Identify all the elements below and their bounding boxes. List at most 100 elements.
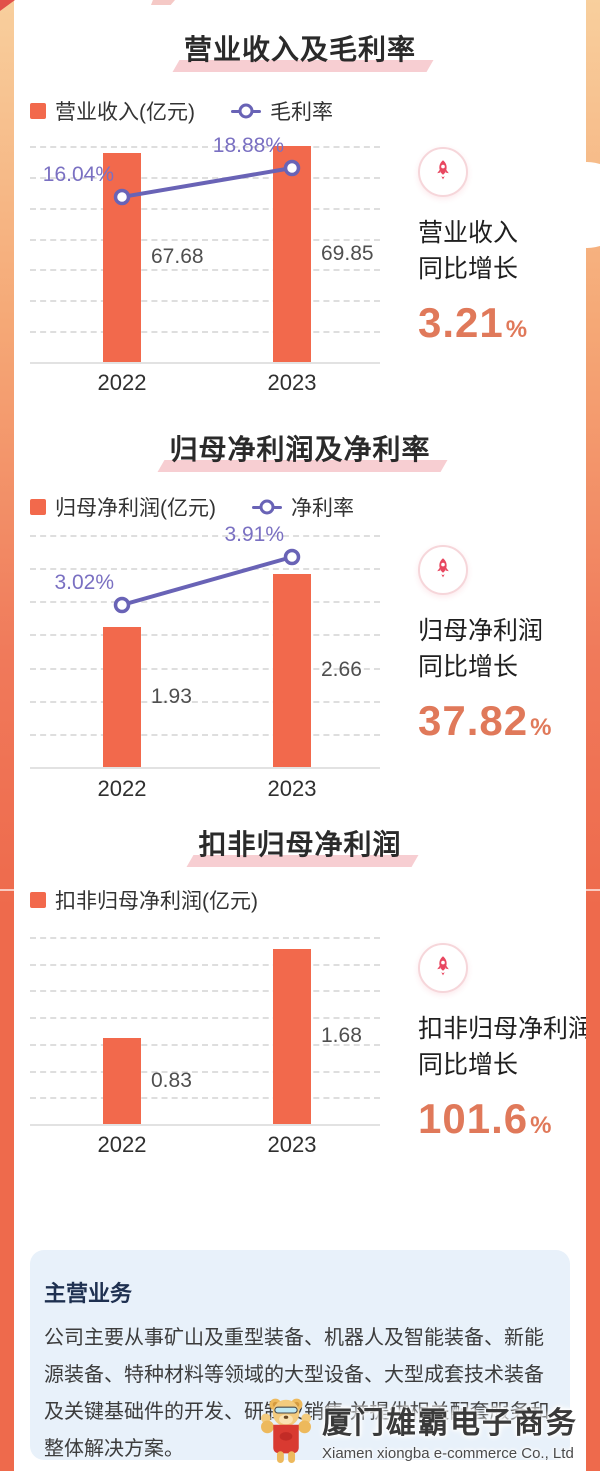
gridline xyxy=(30,1044,380,1046)
bar-2022 xyxy=(103,1038,141,1124)
gridline xyxy=(30,1097,380,1099)
bar-value-label: 69.85 xyxy=(321,242,374,265)
line-legend-dot xyxy=(259,499,275,515)
x-axis-label-2022: 2022 xyxy=(97,776,147,801)
chart-legend: 营业收入(亿元) 毛利率 xyxy=(30,96,333,126)
stat-number: 37.82% xyxy=(418,697,552,744)
percentage-line xyxy=(113,159,301,206)
gridline xyxy=(30,668,380,670)
chart-legend: 归母净利润(亿元) 净利率 xyxy=(30,492,354,522)
x-axis-labels: 2022 2023 xyxy=(30,370,380,396)
percentage-line xyxy=(113,548,301,614)
bar-value-label: 2.66 xyxy=(321,658,362,681)
stat-number: 3.21% xyxy=(418,299,528,346)
stat-label-line1: 扣非归母净利润 xyxy=(418,1015,594,1043)
x-axis-label-2023: 2023 xyxy=(267,1132,317,1157)
stat-label: 归母净利润 同比增长 xyxy=(418,613,593,685)
chart-legend: 扣非归母净利润(亿元) xyxy=(30,885,258,915)
x-axis-label-2023: 2023 xyxy=(267,370,317,395)
top-ribbon-decoration xyxy=(151,0,175,5)
rocket-icon xyxy=(437,558,449,578)
section-title: 营业收入及毛利率 xyxy=(172,28,434,72)
x-axis-label-2023: 2023 xyxy=(267,776,317,801)
gridline xyxy=(30,331,380,333)
watermark-company-en: Xiamen xiongba e-commerce Co., Ltd xyxy=(322,1445,574,1462)
info-box-title: 主营业务 xyxy=(44,1281,133,1306)
bar-2022 xyxy=(103,153,141,362)
bar-legend-label: 营业收入(亿元) xyxy=(55,101,195,124)
line-value-label: 18.88% xyxy=(212,134,284,157)
section-title-row: 扣非归母净利润 xyxy=(0,823,600,867)
bar-value-label: 1.68 xyxy=(321,1024,362,1047)
non-gaap-profit-section: 扣非归母净利润 扣非归母净利润(亿元) 0.83 1.68 2022 2023 扣非… xyxy=(0,800,600,1210)
gridline xyxy=(30,269,380,271)
gridline xyxy=(30,177,380,179)
bar-legend-label: 归母净利润(亿元) xyxy=(55,497,216,520)
line-marker xyxy=(113,188,131,206)
stat-label: 营业收入 同比增长 xyxy=(418,215,593,287)
growth-stat-block: 归母净利润 同比增长 37.82% xyxy=(418,545,593,745)
bar-legend-swatch xyxy=(30,499,46,515)
line-legend-marker xyxy=(231,103,261,119)
bear-mascot-logo xyxy=(261,1398,311,1463)
gridline xyxy=(30,634,380,636)
gridline xyxy=(30,937,380,939)
bar-line-chart-plot: 67.68 69.85 16.04% 18.88% xyxy=(30,134,380,364)
gridline xyxy=(30,535,380,537)
image-seam-line xyxy=(586,889,600,891)
rocket-icon xyxy=(437,956,449,976)
line-marker xyxy=(113,596,131,614)
line-legend-label: 毛利率 xyxy=(270,101,333,124)
gridline xyxy=(30,734,380,736)
bar-line-chart-plot: 1.93 2.66 3.02% 3.91% xyxy=(30,523,380,769)
section-title: 归母净利润及净利率 xyxy=(158,428,448,472)
left-border-strip xyxy=(0,0,14,1471)
growth-stat-block: 扣非归母净利润 同比增长 101.6% xyxy=(418,943,593,1143)
stat-number: 101.6% xyxy=(418,1095,552,1142)
bar-2022 xyxy=(103,627,141,767)
rocket-badge xyxy=(418,147,468,197)
right-border-strip xyxy=(586,0,600,1471)
bar-2023 xyxy=(273,949,311,1124)
gridline xyxy=(30,964,380,966)
gridline xyxy=(30,1071,380,1073)
gridline xyxy=(30,701,380,703)
watermark-text: 厦门雄霸电子商务 Xiamen xiongba e-commerce Co., … xyxy=(322,1398,578,1462)
x-axis-label-2022: 2022 xyxy=(97,370,147,395)
bar-value-label: 67.68 xyxy=(151,245,204,268)
watermark: 厦门雄霸电子商务 Xiamen xiongba e-commerce Co., … xyxy=(258,1396,578,1464)
info-box-body-text: 公司主要从事矿山及重型装备、机器人及智能装备、新能源装备、特种材料等领域的大型设… xyxy=(44,1327,550,1460)
line-value-label: 3.02% xyxy=(54,571,114,594)
line-legend-marker xyxy=(252,499,282,515)
corner-ribbon-decoration xyxy=(0,0,15,11)
gridline xyxy=(30,568,380,570)
gridline xyxy=(30,990,380,992)
revenue-section: 营业收入及毛利率 营业收入(亿元) 毛利率 67.68 69.85 16.04% 18… xyxy=(0,0,600,400)
x-axis-labels: 2022 2023 xyxy=(30,1132,380,1158)
rocket-badge xyxy=(418,545,468,595)
net-profit-section: 归母净利润及净利率 归母净利润(亿元) 净利率 1.93 2.66 3.02% 3.9… xyxy=(0,400,600,801)
line-legend-dot xyxy=(238,103,254,119)
bar-legend-swatch xyxy=(30,892,46,908)
stat-label: 扣非归母净利润 同比增长 xyxy=(418,1011,593,1083)
gridline xyxy=(30,1017,380,1019)
gridline xyxy=(30,300,380,302)
line-value-label: 3.91% xyxy=(224,523,284,546)
gridline xyxy=(30,208,380,210)
stat-label-line2: 同比增长 xyxy=(418,255,519,283)
x-axis-label-2022: 2022 xyxy=(97,1132,147,1157)
gridline xyxy=(30,146,380,148)
line-legend-label: 净利率 xyxy=(291,497,354,520)
bar-chart-plot: 0.83 1.68 xyxy=(30,937,380,1126)
bar-2023 xyxy=(273,146,311,362)
growth-stat-block: 营业收入 同比增长 3.21% xyxy=(418,147,593,347)
section-title: 扣非归母净利润 xyxy=(187,823,419,867)
bar-2023 xyxy=(273,574,311,767)
gridline xyxy=(30,601,380,603)
gridline xyxy=(30,239,380,241)
line-marker xyxy=(283,159,301,177)
watermark-company-cn: 厦门雄霸电子商务 xyxy=(322,1407,578,1440)
bar-legend-label: 扣非归母净利润(亿元) xyxy=(55,890,258,913)
line-value-label: 16.04% xyxy=(42,163,114,186)
line-marker xyxy=(283,548,301,566)
